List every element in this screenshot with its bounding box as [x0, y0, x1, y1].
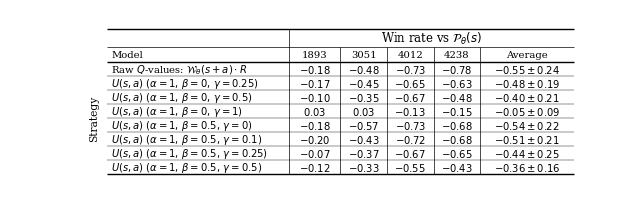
Text: Average: Average	[506, 51, 548, 60]
Text: $-0.54 \pm 0.22$: $-0.54 \pm 0.22$	[494, 119, 560, 131]
Text: $-0.07$: $-0.07$	[299, 147, 331, 159]
Text: $-0.40 \pm 0.21$: $-0.40 \pm 0.21$	[494, 91, 560, 103]
Text: $-0.36 \pm 0.16$: $-0.36 \pm 0.16$	[493, 161, 560, 173]
Text: $-0.55 \pm 0.24$: $-0.55 \pm 0.24$	[494, 64, 560, 76]
Text: $-0.18$: $-0.18$	[299, 64, 331, 76]
Text: $-0.15$: $-0.15$	[441, 105, 473, 117]
Text: $-0.73$: $-0.73$	[395, 64, 426, 76]
Text: $U(s,a)$ $(\alpha=1,\, \beta=0.5,\, \gamma=0.25)$: $U(s,a)$ $(\alpha=1,\, \beta=0.5,\, \gam…	[111, 146, 268, 160]
Text: $-0.63$: $-0.63$	[441, 78, 473, 90]
Text: $-0.37$: $-0.37$	[348, 147, 380, 159]
Text: $U(s,a)$ $(\alpha=1,\, \beta=0,\, \gamma=1)$: $U(s,a)$ $(\alpha=1,\, \beta=0,\, \gamma…	[111, 104, 243, 118]
Text: $-0.72$: $-0.72$	[395, 133, 426, 145]
Text: $-0.68$: $-0.68$	[441, 133, 473, 145]
Text: $-0.55$: $-0.55$	[394, 161, 426, 173]
Text: Win rate vs $\mathcal{P}_{\theta}(s)$: Win rate vs $\mathcal{P}_{\theta}(s)$	[381, 30, 482, 47]
Text: $-0.68$: $-0.68$	[441, 119, 473, 131]
Text: $-0.65$: $-0.65$	[394, 78, 426, 90]
Text: $-0.73$: $-0.73$	[395, 119, 426, 131]
Text: $0.03$: $0.03$	[303, 105, 326, 117]
Text: $-0.17$: $-0.17$	[299, 78, 331, 90]
Text: Strategy: Strategy	[88, 95, 99, 141]
Text: $-0.35$: $-0.35$	[348, 91, 380, 103]
Text: $0.03$: $0.03$	[352, 105, 376, 117]
Text: $-0.43$: $-0.43$	[348, 133, 380, 145]
Text: 3051: 3051	[351, 51, 376, 60]
Text: $-0.57$: $-0.57$	[348, 119, 380, 131]
Text: $-0.67$: $-0.67$	[394, 147, 426, 159]
Text: $-0.48$: $-0.48$	[348, 64, 380, 76]
Text: $U(s,a)$ $(\alpha=1,\, \beta=0,\, \gamma=0.25)$: $U(s,a)$ $(\alpha=1,\, \beta=0,\, \gamma…	[111, 77, 259, 91]
Text: $U(s,a)$ $(\alpha=1,\, \beta=0.5,\, \gamma=0)$: $U(s,a)$ $(\alpha=1,\, \beta=0.5,\, \gam…	[111, 118, 253, 132]
Text: $-0.33$: $-0.33$	[348, 161, 380, 173]
Text: $-0.20$: $-0.20$	[299, 133, 330, 145]
Text: $-0.67$: $-0.67$	[394, 91, 426, 103]
Text: $-0.65$: $-0.65$	[441, 147, 473, 159]
Text: Model: Model	[111, 51, 143, 60]
Text: 1893: 1893	[302, 51, 328, 60]
Text: Raw $Q$-values: $\mathcal{W}_{\theta}(s+a) \cdot R$: Raw $Q$-values: $\mathcal{W}_{\theta}(s+…	[111, 63, 247, 76]
Text: 4238: 4238	[444, 51, 470, 60]
Text: $-0.51 \pm 0.21$: $-0.51 \pm 0.21$	[494, 133, 560, 145]
Text: $-0.12$: $-0.12$	[299, 161, 331, 173]
Text: $-0.18$: $-0.18$	[299, 119, 331, 131]
Text: $U(s,a)$ $(\alpha=1,\, \beta=0,\, \gamma=0.5)$: $U(s,a)$ $(\alpha=1,\, \beta=0,\, \gamma…	[111, 90, 253, 104]
Text: 4012: 4012	[397, 51, 423, 60]
Text: $-0.48 \pm 0.19$: $-0.48 \pm 0.19$	[493, 78, 560, 90]
Text: $-0.44 \pm 0.25$: $-0.44 \pm 0.25$	[494, 147, 560, 159]
Text: $-0.45$: $-0.45$	[348, 78, 380, 90]
Text: $-0.13$: $-0.13$	[394, 105, 426, 117]
Text: $-0.05 \pm 0.09$: $-0.05 \pm 0.09$	[493, 105, 560, 117]
Text: $-0.43$: $-0.43$	[441, 161, 473, 173]
Text: $U(s,a)$ $(\alpha=1,\, \beta=0.5,\, \gamma=0.1)$: $U(s,a)$ $(\alpha=1,\, \beta=0.5,\, \gam…	[111, 132, 262, 146]
Text: $-0.48$: $-0.48$	[441, 91, 473, 103]
Text: $U(s,a)$ $(\alpha=1,\, \beta=0.5,\, \gamma=0.5)$: $U(s,a)$ $(\alpha=1,\, \beta=0.5,\, \gam…	[111, 160, 262, 174]
Text: $-0.78$: $-0.78$	[442, 64, 472, 76]
Text: $-0.10$: $-0.10$	[299, 91, 331, 103]
